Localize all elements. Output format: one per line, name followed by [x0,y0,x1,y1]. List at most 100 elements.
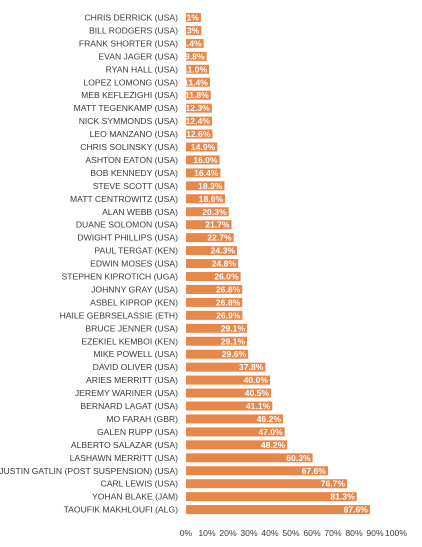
category-label: BERNARD LAGAT (USA) [80,401,178,411]
data-label: 76.7% [321,479,346,489]
bar [186,427,285,437]
data-label: 11.0% [183,64,207,74]
category-label: JOHNNY GRAY (USA) [91,284,178,294]
x-tick-label: 60% [303,528,321,538]
data-label: 12.6% [186,129,211,139]
x-tick-label: 70% [324,528,342,538]
bar [186,246,238,256]
bar [186,38,204,48]
bar [186,181,225,191]
bar [186,284,243,294]
category-label: PAUL TERGAT (KEN) [94,246,178,256]
bar [186,142,218,152]
category-label: DWIGHT PHILLIPS (USA) [77,233,178,243]
x-axis-ticks-group: 0% 10% 20% 30% 40% 50% 60% 70% 80% 90% 100% [180,528,408,538]
category-label: LEO MANZANO (USA) [90,129,178,139]
category-label: ALBERTO SALAZAR (USA) [71,440,178,450]
category-labels-group: CHRIS DERRICK (USA) BILL RODGERS (USA) FRA… [0,13,178,515]
x-tick-label: 100% [385,528,407,538]
category-label: MIKE POWELL (USA) [93,349,178,359]
category-label: MATT CENTROWITZ (USA) [70,194,178,204]
category-label: NICK SYMMONDS (USA) [79,116,178,126]
data-label: 8.4% [182,38,202,48]
category-label: CHRIS SOLINSKY (USA) [80,142,178,152]
data-label: 40.0% [244,375,269,385]
category-label: BRUCE JENNER (USA) [85,323,178,333]
bar [186,155,220,165]
data-labels-group: 7.1% 7.3% 8.4% 9.8% 11.0% 11.4% 11.8% 12.3% 12.4… [179,13,368,515]
bar [186,323,248,333]
data-label: 81.3% [330,492,355,502]
bar [186,272,241,281]
data-label: 26.8% [216,284,241,294]
category-label: YOHAN BLAKE (JAM) [92,492,178,502]
bar [186,505,370,515]
category-label: RYAN HALL (USA) [106,64,179,74]
data-label: 37.8% [239,362,264,372]
category-label: STEPHEN KIPROTICH (UGA) [61,272,178,282]
category-label: CHRIS DERRICK (USA) [84,13,178,23]
data-label: 26.8% [216,297,241,307]
data-label: 16.0% [193,155,218,165]
data-label: 29.6% [222,349,247,359]
bar [186,233,234,243]
data-label: 21.7% [205,220,230,230]
data-label: 29.1% [221,336,246,346]
bar [186,375,270,385]
category-label: EVAN JAGER (USA) [98,51,178,61]
data-label: 87.6% [344,505,369,515]
category-label: STEVE SCOTT (USA) [93,181,178,191]
x-tick-label: 50% [282,528,300,538]
bar [186,207,229,217]
x-tick-label: 90% [366,528,384,538]
category-label: GALEN RUPP (USA) [97,427,178,437]
bar [186,25,202,35]
category-label: HAILE GEBRSELASSIE (ETH) [60,310,179,320]
data-label: 7.1% [179,13,199,23]
bar [186,440,288,450]
category-label: EDWIN MOSES (USA) [90,259,178,269]
bar [186,310,243,320]
category-label: LASHAWN MERRITT (USA) [70,453,179,463]
bar [186,297,243,307]
bar [186,349,249,359]
category-label: BILL RODGERS (USA) [89,25,178,35]
bar [186,220,232,230]
bar [186,414,284,424]
category-label: ASBEL KIPROP (KEN) [90,297,178,307]
bar [186,466,328,476]
data-label: 26.9% [216,310,241,320]
data-label: 18.3% [198,181,223,191]
category-label: FRANK SHORTER (USA) [79,38,178,48]
data-label: 11.8% [185,90,209,100]
data-label: 24.8% [212,259,237,269]
category-label: DUANE SOLOMON (USA) [76,220,178,230]
category-label: JUSTIN GATLIN (POST SUSPENSION) (USA) [0,466,178,476]
category-label: JEREMY WARINER (USA) [75,388,178,398]
data-label: 12.4% [186,116,211,126]
category-label: MO FARAH (GBR) [106,414,178,424]
category-label: LOPEZ LOMONG (USA) [83,77,178,87]
category-label: TAOUFIK MAKHLOUFI (ALG) [64,505,179,515]
bar [186,401,273,411]
bar [186,362,266,372]
data-label: 16.4% [194,168,219,178]
category-label: ARIES MERRITT (USA) [86,375,178,385]
bar [186,13,201,22]
bar [186,129,213,139]
data-label: 40.5% [245,388,270,398]
x-tick-label: 40% [261,528,279,538]
category-label: MEB KEFLEZIGHI (USA) [81,90,178,100]
x-tick-label: 0% [180,528,193,538]
bar [186,259,239,269]
bar [186,388,272,398]
data-label: 67.6% [302,466,327,476]
data-label: 7.3% [180,25,200,35]
x-tick-label: 30% [240,528,258,538]
bar [186,194,226,204]
bar [186,51,207,61]
bar [186,336,248,346]
bar [186,168,221,178]
